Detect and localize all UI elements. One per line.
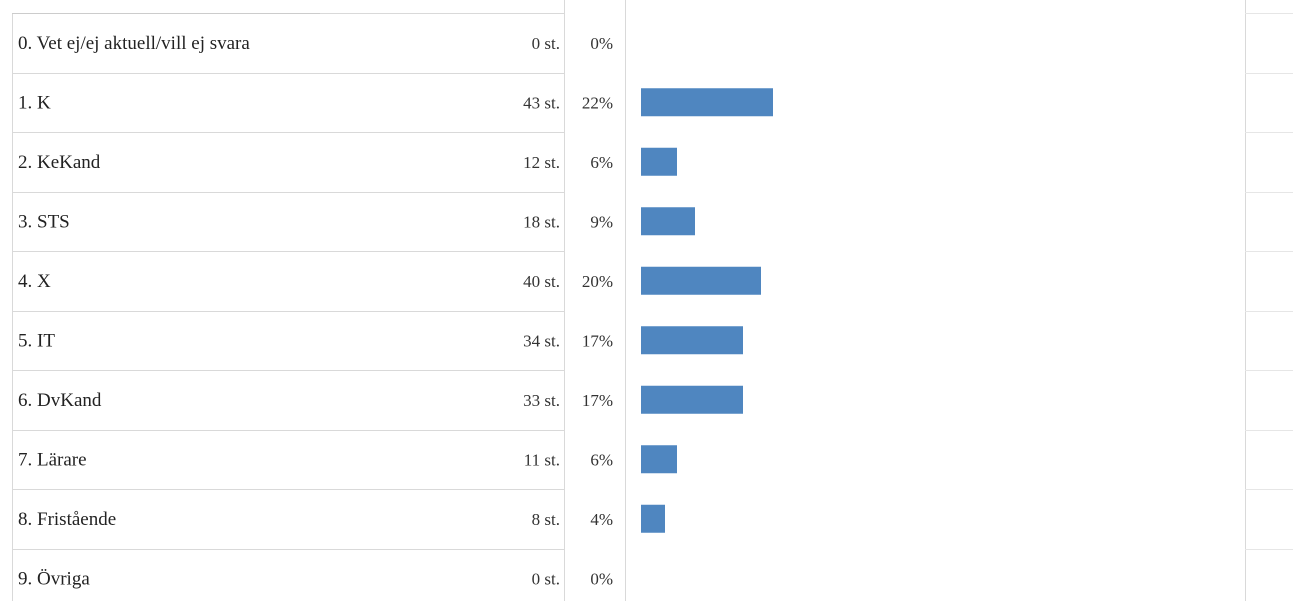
- row-count: 43 st.: [523, 93, 560, 112]
- table-row: 7. Lärare 11 st. 6%: [18, 445, 677, 474]
- table-grid: [12, 0, 1293, 601]
- row-percent: 4%: [590, 510, 613, 529]
- table-row: 4. X 40 st. 20%: [18, 266, 761, 295]
- row-label: 9. Övriga: [18, 568, 90, 589]
- row-label: 3. STS: [18, 211, 70, 232]
- row-percent: 6%: [590, 450, 613, 469]
- table-row: 5. IT 34 st. 17%: [18, 326, 743, 355]
- bar: [641, 266, 761, 295]
- row-label: 7. Lärare: [18, 449, 87, 470]
- row-count: 40 st.: [523, 272, 560, 291]
- row-label: 8. Fristående: [18, 509, 116, 530]
- row-percent: 17%: [582, 391, 613, 410]
- row-label: 2. KeKand: [18, 152, 101, 173]
- bar: [641, 147, 677, 176]
- table-row: 2. KeKand 12 st. 6%: [18, 147, 677, 176]
- bar: [641, 88, 773, 117]
- row-label: 0. Vet ej/ej aktuell/vill ej svara: [18, 33, 250, 54]
- row-percent: 22%: [582, 93, 613, 112]
- row-label: 6. DvKand: [18, 390, 102, 411]
- bar: [641, 207, 695, 236]
- bar: [641, 504, 665, 533]
- row-percent: 20%: [582, 272, 613, 291]
- table-row: 8. Fristående 8 st. 4%: [18, 504, 665, 533]
- row-count: 12 st.: [523, 153, 560, 172]
- table-row: 9. Övriga 0 st. 0%: [18, 568, 613, 589]
- table-row: 0. Vet ej/ej aktuell/vill ej svara 0 st. 0…: [18, 33, 613, 54]
- row-percent: 9%: [590, 212, 613, 231]
- table-row: 3. STS 18 st. 9%: [18, 207, 695, 236]
- row-count: 34 st.: [523, 331, 560, 350]
- table-row: 6. DvKand 33 st. 17%: [18, 385, 743, 414]
- row-count: 0 st.: [532, 569, 560, 588]
- row-count: 18 st.: [523, 212, 560, 231]
- row-percent: 0%: [590, 569, 613, 588]
- row-percent: 6%: [590, 153, 613, 172]
- row-percent: 17%: [582, 331, 613, 350]
- row-percent: 0%: [590, 34, 613, 53]
- bar: [641, 445, 677, 474]
- row-label: 5. IT: [18, 330, 55, 351]
- row-label: 4. X: [18, 271, 51, 292]
- row-count: 33 st.: [523, 391, 560, 410]
- table-row: 1. K 43 st. 22%: [18, 88, 773, 117]
- row-label: 1. K: [18, 92, 51, 113]
- table-rows: 0. Vet ej/ej aktuell/vill ej svara 0 st. 0…: [18, 33, 773, 589]
- row-count: 8 st.: [532, 510, 560, 529]
- row-count: 0 st.: [532, 34, 560, 53]
- bar: [641, 326, 743, 355]
- row-count: 11 st.: [524, 450, 560, 469]
- bar: [641, 385, 743, 414]
